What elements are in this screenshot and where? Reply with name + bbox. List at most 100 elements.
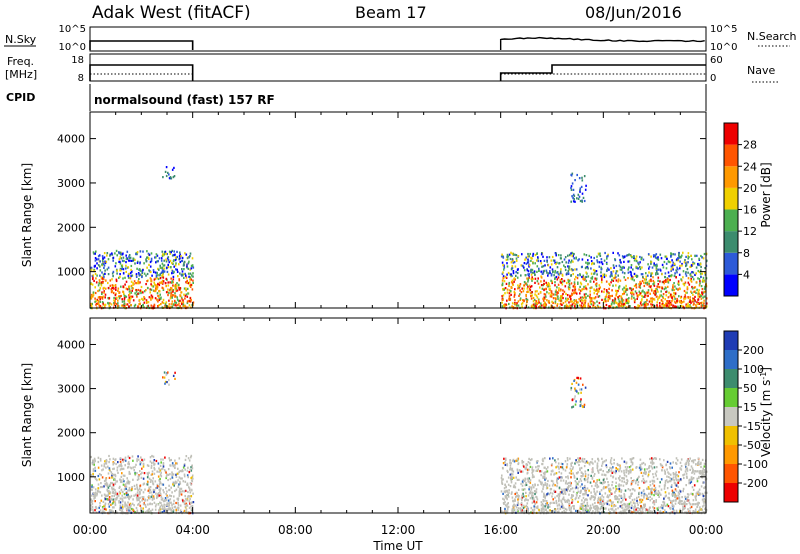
scatter-point [106, 483, 109, 486]
scatter-point [517, 287, 519, 290]
scatter-point [653, 262, 655, 265]
scatter-point [630, 291, 632, 294]
scatter-point [521, 494, 523, 497]
scatter-point [556, 271, 558, 274]
scatter-point [672, 461, 674, 464]
scatter-point [610, 507, 612, 510]
scatter-point [666, 503, 669, 506]
freq-line [499, 64, 706, 81]
scatter-point [641, 474, 644, 477]
scatter-point [125, 280, 128, 283]
scatter-point [101, 485, 104, 489]
scatter-point [647, 496, 650, 500]
scatter-point [640, 500, 643, 504]
scatter-point [621, 288, 624, 291]
scatter-point [172, 510, 175, 513]
scatter-point [179, 299, 181, 302]
scatter-point [660, 493, 662, 496]
scatter-point [119, 267, 122, 270]
scatter-point [666, 300, 668, 303]
scatter-point [501, 466, 504, 470]
scatter-point [137, 280, 139, 283]
scatter-point [133, 494, 135, 497]
scatter-point [143, 482, 145, 485]
scatter-point [157, 503, 160, 506]
scatter-point [566, 294, 569, 297]
scatter-point [699, 470, 702, 473]
scatter-point [167, 496, 169, 499]
scatter-point [615, 270, 618, 273]
scatter-point [516, 268, 519, 271]
scatter-point [128, 486, 131, 490]
scatter-point [572, 466, 574, 469]
scatter-point [138, 303, 140, 306]
scatter-point [104, 296, 106, 299]
scatter-point [137, 475, 140, 478]
scatter-point [527, 509, 529, 513]
scatter-point [665, 257, 668, 260]
scatter-point [555, 254, 557, 257]
scatter-point [663, 501, 666, 504]
scatter-point [508, 489, 510, 492]
scatter-point [541, 265, 543, 268]
scatter-point [114, 284, 117, 287]
scatter-point [667, 271, 670, 274]
scatter-point [118, 295, 120, 298]
scatter-point [567, 254, 569, 257]
scatter-point [685, 466, 688, 469]
scatter-point [593, 272, 595, 275]
scatter-point [182, 301, 185, 304]
scatter-point [513, 277, 516, 280]
scatter-point [94, 252, 96, 255]
scatter-point [622, 265, 624, 269]
scatter-point [557, 283, 560, 286]
scatter-point [535, 294, 538, 297]
scatter-point [130, 297, 132, 300]
scatter-point [189, 300, 192, 303]
scatter-point [531, 476, 534, 479]
scatter-point [605, 293, 608, 296]
scatter-point [595, 282, 598, 285]
scatter-point [179, 477, 182, 480]
scatter-point [140, 285, 143, 289]
scatter-point [170, 501, 172, 504]
scatter-point [559, 299, 562, 302]
scatter-point [517, 495, 520, 498]
scatter-point [515, 271, 517, 274]
scatter-point [557, 273, 560, 276]
scatter-point [145, 258, 147, 261]
scatter-point [117, 471, 119, 474]
cpid-label: CPID [6, 91, 35, 104]
scatter-point [157, 492, 160, 495]
scatter-point [501, 283, 504, 286]
scatter-point [616, 463, 619, 466]
scatter-point [106, 485, 109, 488]
scatter-point [188, 471, 191, 474]
scatter-point [112, 457, 115, 460]
freq-panel-frame [89, 53, 707, 82]
scatter-point [595, 482, 597, 485]
scatter-point [516, 304, 518, 307]
scatter-point [661, 303, 663, 306]
scatter-point [512, 261, 515, 264]
scatter-point [112, 500, 115, 503]
scatter-point [175, 283, 177, 286]
scatter-point [169, 464, 171, 467]
scatter-point [624, 505, 627, 508]
scatter-point [613, 266, 615, 269]
scatter-point [686, 268, 689, 271]
scatter-point [123, 294, 126, 297]
scatter-point [637, 262, 640, 266]
scatter-point [94, 469, 97, 472]
scatter-point [114, 475, 117, 478]
scatter-point [192, 281, 194, 284]
scatter-point [595, 270, 598, 273]
scatter-point [626, 288, 629, 291]
scatter-point [177, 502, 179, 505]
scatter-point [145, 483, 148, 486]
scatter-point [111, 287, 113, 290]
scatter-point [539, 286, 541, 289]
scatter-point [175, 287, 178, 290]
scatter-point [185, 274, 187, 277]
scatter-point [623, 290, 625, 293]
